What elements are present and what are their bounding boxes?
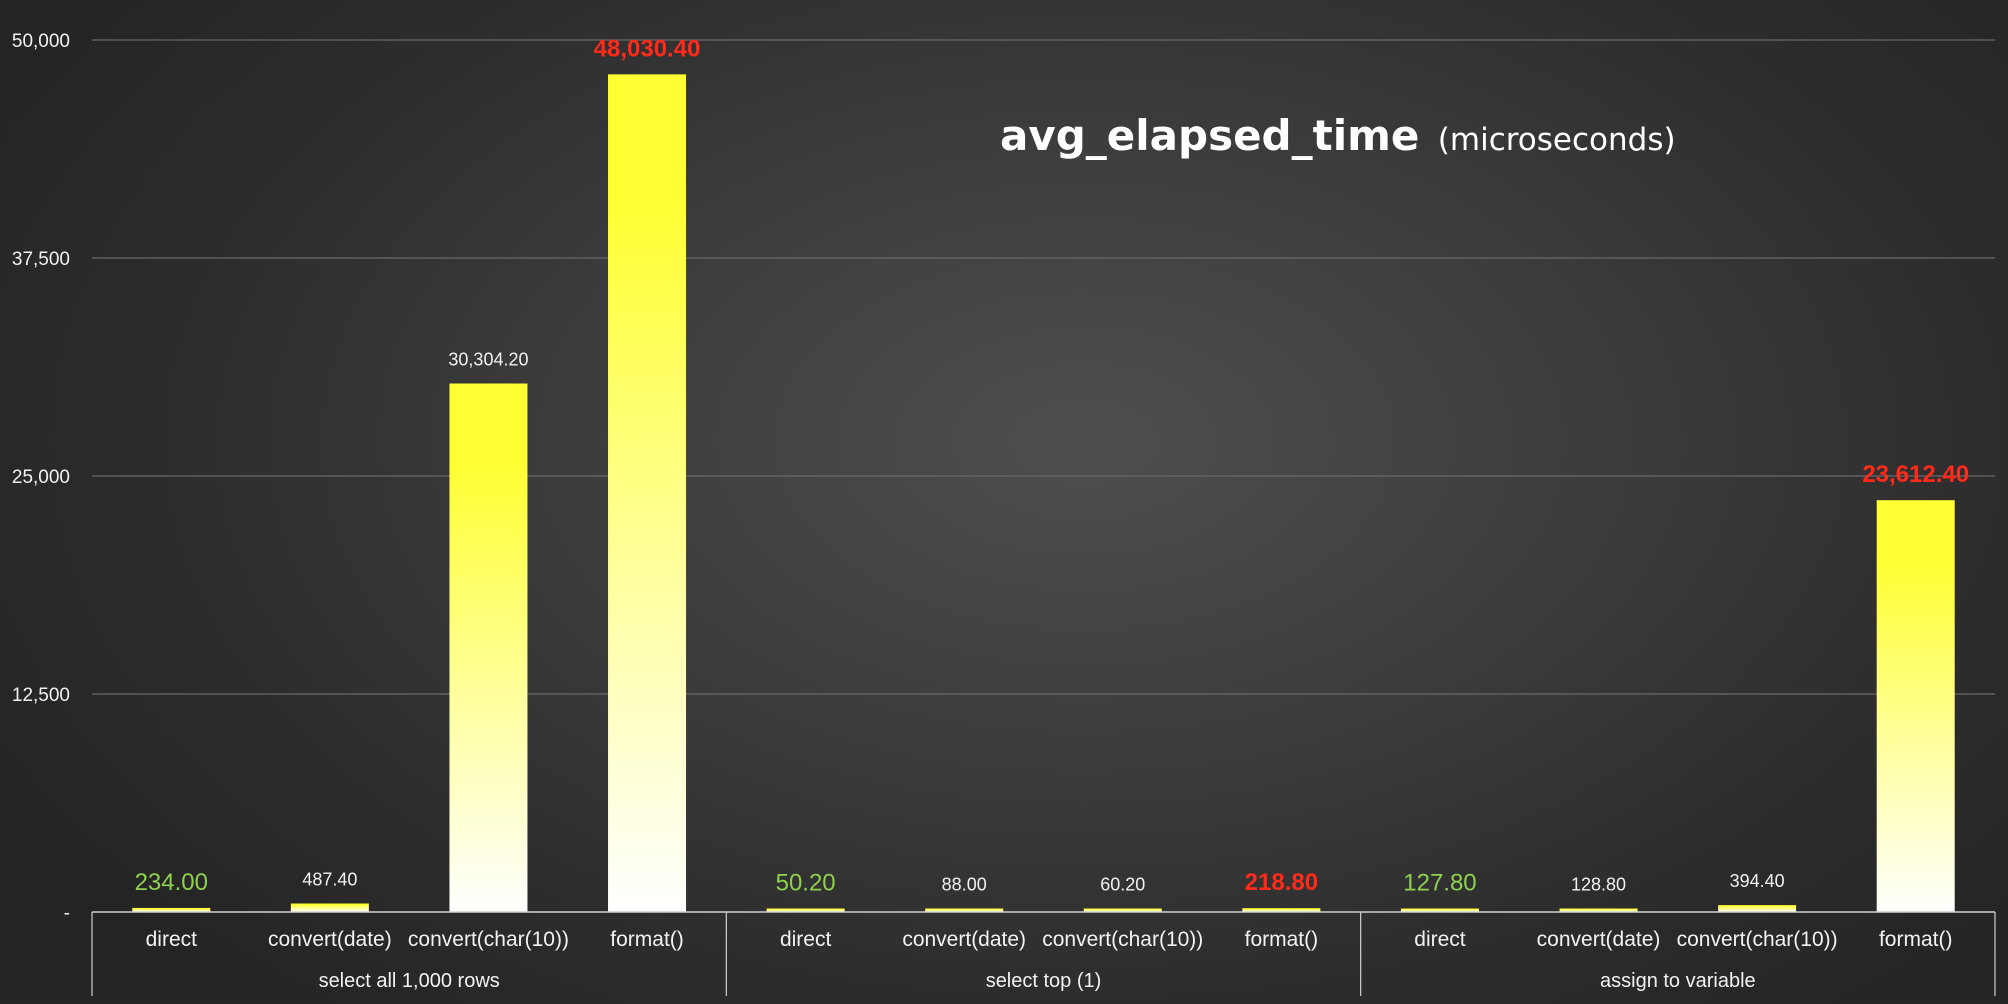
data-label: 127.80 (1403, 870, 1476, 897)
data-labels: 234.00 487.40 30,304.20 48,030.40 50.20 88.00… (135, 35, 1970, 896)
bar (766, 908, 845, 912)
bar (1876, 500, 1955, 912)
y-tick-label: 37,500 (12, 249, 70, 270)
chart-title-main: avg_elapsed_time (1000, 111, 1419, 160)
bar (608, 74, 687, 912)
chart-title: avg_elapsed_time (microseconds) (1000, 111, 1676, 160)
y-tick-label: 50,000 (12, 31, 70, 52)
x-axis: direct convert(date) convert(char(10)) form… (91, 911, 1996, 996)
bar (290, 903, 369, 912)
group-label: select all 1,000 rows (319, 970, 500, 992)
y-tick-label: - (64, 903, 70, 924)
y-tick-label: 25,000 (12, 467, 70, 488)
category-label: convert(date) (902, 928, 1026, 951)
category-label: convert(char(10)) (408, 928, 569, 951)
bar (449, 383, 528, 912)
bar (925, 908, 1004, 912)
data-label: 60.20 (1100, 875, 1145, 895)
y-tick-label: 12,500 (12, 685, 70, 706)
category-label: direct (780, 928, 832, 951)
gridlines (92, 39, 1995, 695)
data-label: 30,304.20 (448, 349, 528, 369)
data-label: 23,612.40 (1862, 461, 1969, 488)
bar (1559, 908, 1638, 912)
category-label: format() (1245, 928, 1319, 951)
category-label: format() (610, 928, 684, 951)
category-label: direct (1414, 928, 1466, 951)
category-label: convert(char(10)) (1677, 928, 1838, 951)
data-label: 50.20 (776, 870, 836, 897)
bar (1242, 908, 1321, 912)
bars (132, 74, 1955, 912)
data-label: 218.80 (1245, 869, 1318, 896)
category-label: direct (146, 928, 198, 951)
data-label: 128.80 (1571, 875, 1626, 895)
bar (1083, 908, 1162, 912)
group-label: select top (1) (986, 970, 1102, 992)
data-label: 487.40 (302, 869, 357, 889)
category-label: convert(date) (1537, 928, 1661, 951)
data-label: 88.00 (942, 875, 987, 895)
bar (1400, 908, 1479, 912)
y-axis-ticks: - 12,500 25,000 37,500 50,000 (12, 31, 70, 924)
bar (1718, 905, 1797, 912)
category-label: format() (1879, 928, 1953, 951)
group-label: assign to variable (1600, 970, 1756, 992)
data-label: 394.40 (1730, 871, 1785, 891)
category-label: convert(char(10)) (1042, 928, 1203, 951)
data-label: 234.00 (135, 869, 208, 896)
chart-title-unit: (microseconds) (1438, 122, 1676, 158)
category-label: convert(date) (268, 928, 392, 951)
bar (132, 907, 211, 912)
data-label: 48,030.40 (594, 35, 701, 62)
